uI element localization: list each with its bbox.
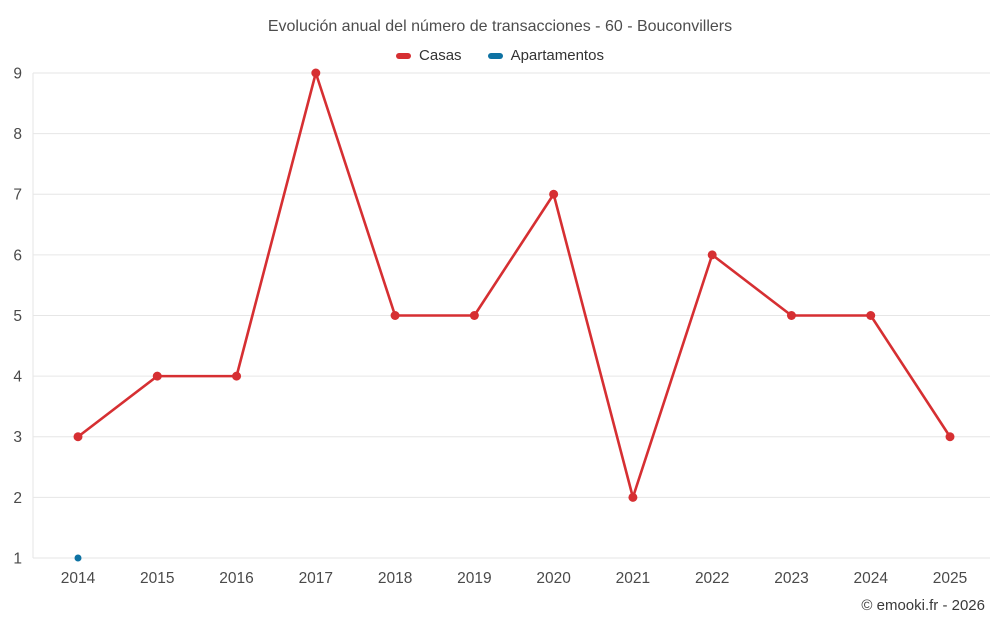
chart-title: Evolución anual del número de transaccio… [267,18,733,35]
svg-text:2016: 2016 [219,570,253,587]
svg-text:2014: 2014 [61,570,96,587]
svg-text:2024: 2024 [853,570,888,587]
svg-text:2023: 2023 [774,570,808,587]
svg-text:2025: 2025 [933,570,967,587]
svg-text:2017: 2017 [299,570,333,587]
legend-swatch-apartamentos [487,52,503,59]
svg-text:2: 2 [13,490,22,507]
svg-text:1: 1 [13,550,22,567]
copyright-text: © emooki.fr - 2026 [861,597,985,614]
svg-text:2022: 2022 [695,570,729,587]
svg-text:2018: 2018 [378,570,412,587]
legend-item-casas[interactable]: Casas [396,47,462,64]
svg-text:6: 6 [13,247,22,264]
svg-text:2019: 2019 [457,570,491,587]
svg-text:2021: 2021 [616,570,650,587]
svg-text:2015: 2015 [140,570,174,587]
svg-text:4: 4 [13,369,22,386]
legend-item-apartamentos[interactable]: Apartamentos [487,47,604,64]
svg-text:3: 3 [13,429,22,446]
legend-swatch-casas [396,52,412,59]
svg-text:5: 5 [13,308,22,325]
svg-text:9: 9 [13,65,22,82]
svg-text:2020: 2020 [536,570,571,587]
svg-text:8: 8 [13,126,22,143]
legend-label-casas: Casas [419,47,462,64]
legend: Casas Apartamentos [0,47,1000,64]
svg-text:7: 7 [13,187,22,204]
legend-label-apartamentos: Apartamentos [510,47,604,64]
